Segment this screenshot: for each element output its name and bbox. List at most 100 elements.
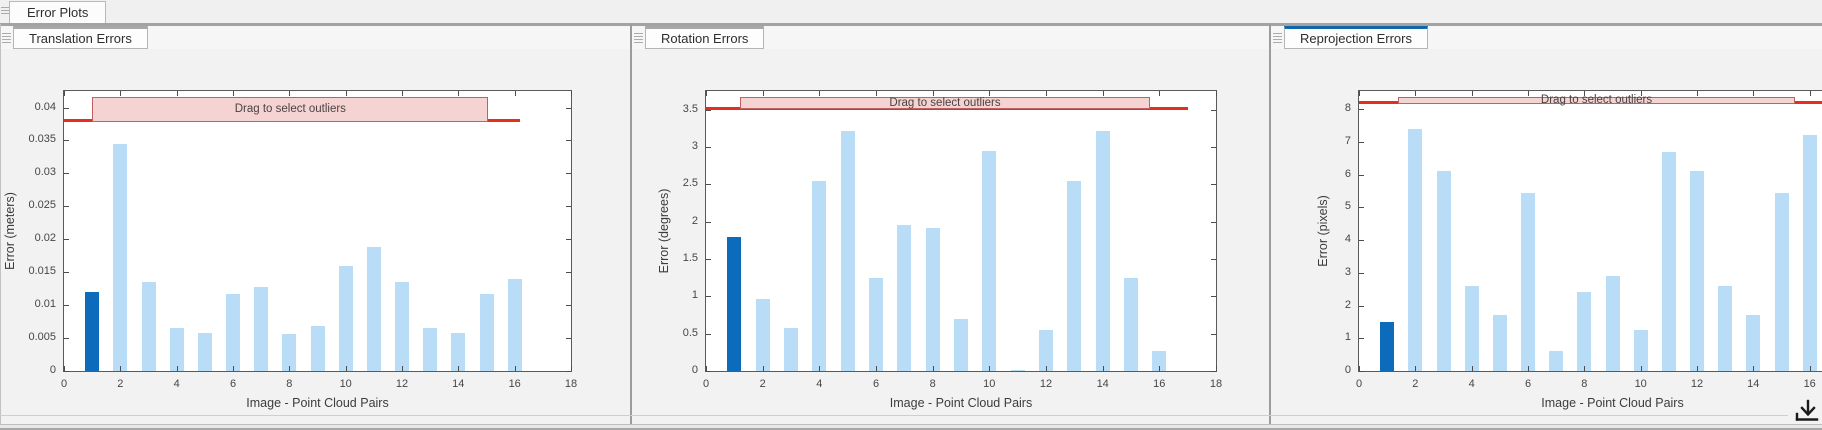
bar-pair-3[interactable] [1436,171,1451,371]
x-tick [458,366,460,371]
y-tick-mirror [566,107,571,109]
y-tick [706,259,711,260]
panel-splitter[interactable] [630,24,632,424]
bottom-strip [0,424,1822,430]
bar-pair-3[interactable] [784,328,798,371]
y-tick-mirror [566,371,571,372]
x-tick [1809,366,1811,371]
window-left-edge [0,24,1,424]
y-tick [64,140,69,142]
bar-pair-5[interactable] [840,130,855,371]
bar-pair-9[interactable] [310,326,325,371]
bar-pair-7[interactable] [897,225,912,371]
panel-header: Translation Errors [0,26,630,49]
y-tick-label: 3.5 [682,102,698,115]
bar-pair-16[interactable] [507,278,522,371]
x-tick-label: 0 [1355,378,1363,390]
bar-pair-1[interactable] [1380,321,1395,371]
bar-pair-1[interactable] [727,236,742,371]
drag-select-outliers-box[interactable]: Drag to select outliers [740,97,1150,110]
bar-pair-15[interactable] [1124,277,1138,371]
bar-pair-6[interactable] [226,293,240,371]
bar-pair-2[interactable] [1408,128,1423,371]
bar-pair-9[interactable] [1605,276,1620,371]
y-tick-label: 2.5 [682,177,698,190]
x-tick-mirror [1159,91,1161,96]
x-axis-label: Image - Point Cloud Pairs [246,396,389,410]
bar-pair-4[interactable] [812,180,827,371]
bar-pair-3[interactable] [141,282,156,371]
drag-select-outliers-box[interactable]: Drag to select outliers [1398,94,1795,106]
tab-error-plots[interactable]: Error Plots [9,1,107,24]
y-tick [706,147,711,148]
drag-grip-icon[interactable] [1,5,10,18]
bar-pair-10[interactable] [982,150,997,371]
y-tick-label: 0.035 [28,133,56,146]
bar-pair-11[interactable] [366,246,381,371]
x-tick-mirror [1471,91,1473,96]
bar-pair-7[interactable] [254,287,269,371]
bar-pair-2[interactable] [755,298,770,371]
y-tick-mirror [566,140,571,142]
bar-pair-16[interactable] [1152,350,1167,371]
bar-pair-10[interactable] [1633,330,1648,371]
bar-pair-12[interactable] [395,282,409,371]
bar-pair-9[interactable] [954,318,968,371]
figure-tab-reprojection-errors[interactable]: Reprojection Errors [1284,26,1428,49]
bar-pair-8[interactable] [1577,292,1592,371]
bar-pair-12[interactable] [1039,329,1053,371]
bar-pair-1[interactable] [85,291,100,371]
x-tick-label: 14 [452,378,465,390]
bar-pair-12[interactable] [1690,171,1704,371]
drag-grip-icon[interactable] [1273,31,1282,44]
bar-pair-2[interactable] [113,143,128,371]
bar-pair-16[interactable] [1802,135,1817,371]
x-tick-label: 16 [1803,378,1816,390]
y-tick [1359,272,1364,274]
bar-pair-10[interactable] [338,265,353,371]
y-tick [64,107,69,109]
bar-pair-13[interactable] [1718,285,1733,371]
bar-pair-15[interactable] [479,293,494,371]
x-tick-mirror [762,91,764,96]
figure-tab-translation-errors[interactable]: Translation Errors [13,26,148,49]
bar-pair-8[interactable] [282,334,297,371]
x-tick [932,366,934,371]
bar-pair-14[interactable] [1746,315,1761,371]
x-tick-label: 2 [1412,378,1419,390]
bar-pair-7[interactable] [1549,351,1564,371]
bar-pair-5[interactable] [1492,315,1507,371]
bar-pair-6[interactable] [869,277,883,371]
bar-pair-6[interactable] [1521,192,1535,371]
drag-select-outliers-box[interactable]: Drag to select outliers [92,97,489,122]
bar-pair-14[interactable] [1095,130,1110,371]
x-tick-mirror [1102,91,1104,96]
bar-pair-8[interactable] [925,227,940,371]
y-tick-label: 0.01 [34,298,56,311]
drag-grip-icon[interactable] [634,31,643,44]
panel-header: Reprojection Errors [1271,26,1822,49]
bar-pair-13[interactable] [1067,180,1082,371]
bar-pair-4[interactable] [1464,285,1479,371]
y-tick-label: 1.5 [682,252,698,264]
bar-pair-5[interactable] [197,332,212,371]
panel-splitter[interactable] [1269,24,1271,424]
figure-tab-rotation-errors[interactable]: Rotation Errors [645,26,765,49]
bar-pair-11[interactable] [1010,369,1025,371]
x-tick-label: 12 [1690,378,1704,390]
bar-pair-15[interactable] [1774,192,1789,371]
x-tick [402,366,403,371]
y-tick-label: 1 [691,289,698,302]
bar-pair-13[interactable] [423,327,438,371]
x-axis-label: Image - Point Cloud Pairs [889,396,1033,410]
drag-grip-icon[interactable] [2,31,11,44]
y-tick [1359,109,1364,110]
x-tick [1471,366,1473,371]
x-tick-mirror [289,91,291,96]
y-tick [1359,174,1364,176]
bar-pair-4[interactable] [169,327,184,371]
bar-pair-14[interactable] [451,332,466,371]
y-tick-mirror [566,305,571,307]
dock-arrow-icon[interactable] [1792,398,1822,426]
bar-pair-11[interactable] [1661,151,1676,371]
